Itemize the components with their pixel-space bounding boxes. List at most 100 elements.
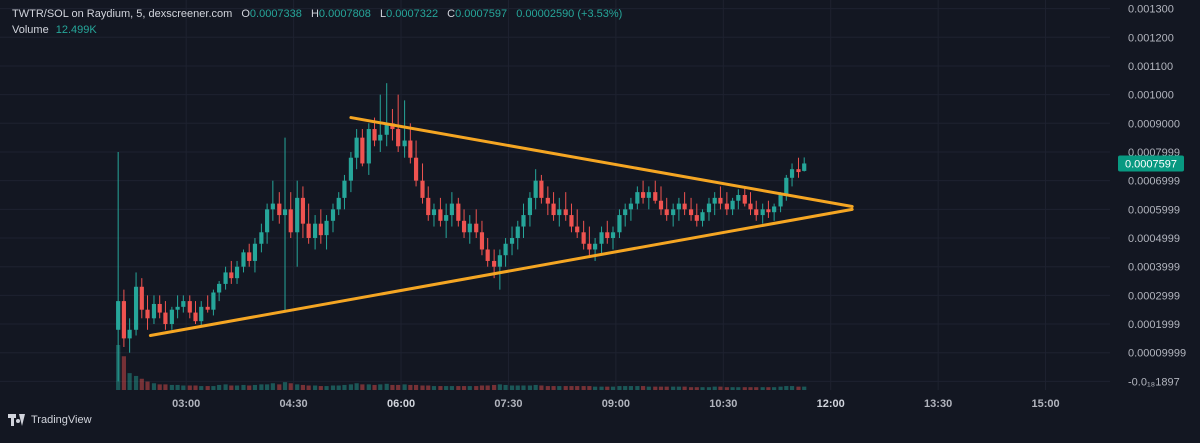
volume-bar xyxy=(492,384,497,390)
volume-bar xyxy=(730,387,735,390)
candle-body xyxy=(426,197,431,216)
candle-body xyxy=(384,123,389,135)
change-value: 0.00002590 (+3.53%) xyxy=(516,8,623,20)
volume-bar xyxy=(628,386,633,390)
volume-bar xyxy=(306,385,311,390)
candle-body xyxy=(802,163,807,171)
candle-body xyxy=(635,192,640,204)
y-tick-label: 0.00009999 xyxy=(1128,348,1186,360)
low-value: 0.0007322 xyxy=(386,8,439,20)
high-label: H xyxy=(310,8,319,20)
candle-body xyxy=(521,215,526,227)
candle-body xyxy=(796,169,801,173)
volume-bar xyxy=(282,382,288,390)
volume-bar xyxy=(646,386,651,390)
candle-body xyxy=(408,140,413,158)
x-tick-label: 15:00 xyxy=(1031,398,1059,410)
candle-body xyxy=(789,169,795,178)
y-tick-label: 0.001100 xyxy=(1128,61,1173,73)
candle-body xyxy=(431,209,437,216)
candle-body xyxy=(145,309,150,319)
open-label: O xyxy=(241,8,250,20)
volume-bar xyxy=(557,386,562,390)
candle-body xyxy=(474,223,479,233)
candle-body xyxy=(396,129,401,147)
volume-bar xyxy=(563,386,568,390)
volume-bar xyxy=(671,386,676,390)
volume-bar xyxy=(617,386,622,390)
candle-body xyxy=(330,209,336,221)
candle-body xyxy=(545,197,550,204)
candle-body xyxy=(492,260,497,267)
tradingview-branding[interactable]: TradingView xyxy=(8,414,92,426)
volume-bar xyxy=(748,387,753,390)
volume-bar xyxy=(336,385,341,390)
volume-bar xyxy=(265,384,270,390)
volume-bar xyxy=(736,387,741,390)
volume-bar xyxy=(581,386,586,390)
volume-bar xyxy=(181,385,186,390)
price-axis[interactable]: 0.001300 0.001200 0.001100 0.001000 0.000900… xyxy=(1128,4,1186,389)
trendlines[interactable] xyxy=(148,116,854,338)
volume-bar xyxy=(724,387,729,390)
y-tick-label: 0.0009000 xyxy=(1128,118,1180,130)
y-tick-label: 0.0006999 xyxy=(1128,176,1180,188)
volume-bar xyxy=(479,385,485,390)
candle-body xyxy=(313,223,318,239)
volume-bar xyxy=(521,385,526,390)
volume-bar xyxy=(653,386,658,390)
volume-bar xyxy=(420,385,425,390)
candle-body xyxy=(127,329,132,339)
candle-body xyxy=(503,243,508,256)
x-tick-label: 10:30 xyxy=(709,398,737,410)
candle-body xyxy=(539,180,544,198)
candle-body xyxy=(646,192,651,198)
candle-body xyxy=(730,200,735,210)
candle-body xyxy=(461,220,467,233)
volume-bar xyxy=(635,386,640,390)
y-tick-label: 0.0004999 xyxy=(1128,233,1180,245)
candle-body xyxy=(736,195,741,201)
volume-bar xyxy=(247,385,252,390)
time-axis[interactable]: 03:00 04:30 06:00 07:30 09:00 10:30 12:00 13:30… xyxy=(172,398,1059,410)
candle-body xyxy=(306,223,311,239)
candle-body xyxy=(234,266,240,279)
volume-bar xyxy=(772,387,777,390)
volume-bar xyxy=(789,386,795,390)
y-tick-label: 0.001200 xyxy=(1128,32,1174,44)
volume-bar xyxy=(664,386,669,390)
volume-bar xyxy=(121,356,126,390)
x-tick-label: 09:00 xyxy=(602,398,630,410)
volume-bar xyxy=(587,386,592,390)
candle-body xyxy=(784,177,789,195)
candle-body xyxy=(282,209,288,216)
last-price-tag-text: 0.0007597 xyxy=(1125,159,1177,171)
volume-bar xyxy=(474,386,479,390)
volume-bar xyxy=(605,386,610,390)
volume-bar xyxy=(413,384,419,390)
candle-body xyxy=(205,306,210,310)
volume-bar xyxy=(127,373,132,390)
volume-bar xyxy=(205,386,210,390)
volume-bar xyxy=(796,386,801,390)
candle-body xyxy=(169,309,174,325)
volume-bar xyxy=(688,387,694,390)
candle-body xyxy=(569,215,574,227)
volume-bar xyxy=(252,384,258,390)
candle-body xyxy=(563,209,568,216)
y-tick-label: 0.0003999 xyxy=(1128,262,1180,274)
candle-body xyxy=(664,209,669,216)
y-tick-label: 0.001300 xyxy=(1128,4,1174,16)
volume-bar xyxy=(485,385,490,390)
volume-bar xyxy=(342,384,347,390)
volume-bar xyxy=(300,384,306,390)
volume-bar xyxy=(199,386,204,390)
volume-bar xyxy=(467,386,472,390)
candle-body xyxy=(229,272,234,279)
open-value: 0.0007338 xyxy=(249,8,302,20)
volume-bar xyxy=(324,386,329,390)
volume-bar xyxy=(742,387,747,390)
candles xyxy=(116,83,807,382)
